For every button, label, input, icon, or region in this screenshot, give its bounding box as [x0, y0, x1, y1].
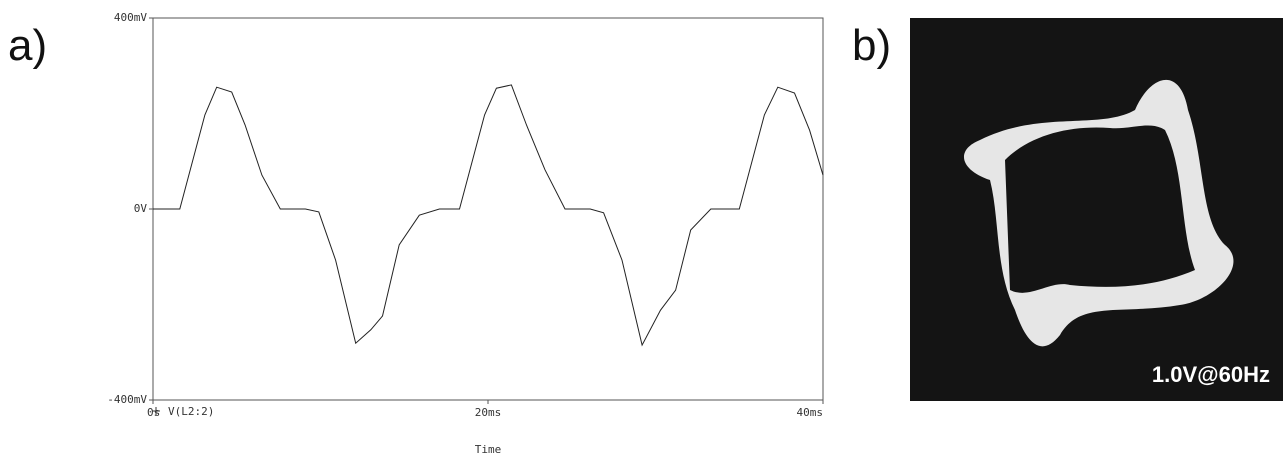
- x-tick-label: 20ms: [475, 406, 502, 419]
- photo-background: [910, 18, 1283, 401]
- x-tick-label: 0s: [147, 406, 160, 419]
- x-axis-label: Time: [475, 443, 502, 456]
- figure: a) b) V(L2:2) Time 1.0V@60Hz -400mV 0V 400…: [0, 0, 1283, 458]
- y-tick-label: 400mV: [114, 11, 147, 24]
- panel-label: b): [852, 21, 891, 70]
- y-tick-label: 0V: [134, 202, 148, 215]
- photo: 1.0V@60Hz: [910, 18, 1283, 401]
- legend-label: V(L2:2): [168, 405, 214, 418]
- panel-label: a): [8, 21, 47, 70]
- y-tick-label: -400mV: [107, 393, 147, 406]
- x-tick-label: 40ms: [797, 406, 824, 419]
- photo-caption: 1.0V@60Hz: [1152, 362, 1270, 387]
- page: a) b) V(L2:2) Time 1.0V@60Hz -400mV 0V 400…: [0, 0, 1283, 458]
- series-line: [153, 85, 823, 345]
